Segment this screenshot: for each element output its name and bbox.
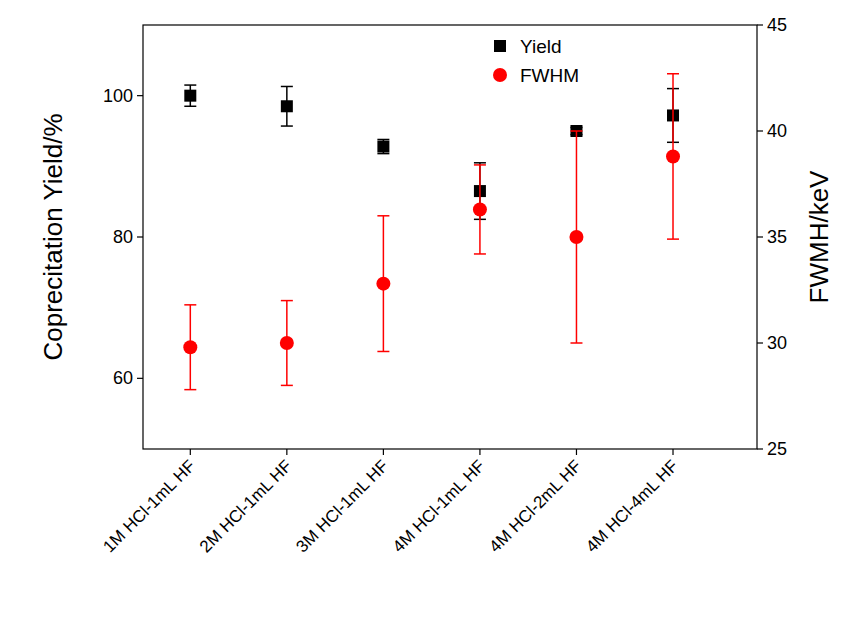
y-tick-label: 100 bbox=[103, 86, 133, 106]
error-cap bbox=[184, 389, 196, 391]
y2-tick-label: 25 bbox=[767, 439, 787, 459]
error-bar bbox=[281, 301, 293, 386]
error-cap bbox=[184, 84, 196, 86]
x-tick bbox=[190, 449, 191, 455]
point bbox=[377, 141, 389, 153]
x-tick bbox=[672, 449, 673, 455]
point bbox=[184, 90, 196, 102]
error-cap bbox=[570, 342, 582, 344]
x-tick-label: 4M HCl-4mL HF bbox=[582, 456, 682, 556]
legend-marker bbox=[493, 68, 507, 82]
chart: 60 80 100 25 30 35 40 45 1M HCl-1mL HF2M HCl-1mL… bbox=[0, 0, 865, 643]
point bbox=[666, 149, 680, 163]
x-tick-label: 4M HCl-2mL HF bbox=[485, 456, 585, 556]
error-cap bbox=[474, 164, 486, 166]
point bbox=[376, 277, 390, 291]
y-tick-label: 60 bbox=[113, 368, 133, 388]
x-tick bbox=[479, 449, 480, 455]
y2-tick bbox=[757, 448, 763, 449]
point bbox=[280, 336, 294, 350]
error-bar bbox=[281, 86, 293, 126]
error-bar bbox=[184, 85, 196, 106]
legend-label: FWHM bbox=[520, 65, 579, 86]
error-cap bbox=[281, 86, 293, 88]
y2-tick-label: 35 bbox=[767, 227, 787, 247]
point bbox=[281, 100, 293, 112]
series-1 bbox=[183, 74, 680, 390]
error-cap bbox=[570, 130, 582, 132]
x-tick bbox=[286, 449, 287, 455]
y2-tick-label: 40 bbox=[767, 121, 787, 141]
error-cap bbox=[474, 253, 486, 255]
y2-tick-label: 30 bbox=[767, 333, 787, 353]
error-bar bbox=[377, 139, 389, 153]
x-tick-label: 3M HCl-1mL HF bbox=[292, 456, 392, 556]
y-tick bbox=[137, 378, 143, 379]
error-cap bbox=[281, 300, 293, 302]
error-bar bbox=[667, 74, 679, 239]
y-tick bbox=[137, 95, 143, 96]
error-cap bbox=[377, 153, 389, 155]
marks bbox=[183, 74, 680, 390]
error-cap bbox=[281, 385, 293, 387]
error-cap bbox=[667, 73, 679, 75]
error-cap bbox=[184, 106, 196, 108]
x-tick-label: 4M HCl-1mL HF bbox=[389, 456, 489, 556]
error-bar bbox=[570, 131, 582, 343]
y2-tick bbox=[757, 130, 763, 131]
y2-tick bbox=[757, 236, 763, 237]
x-tick-label: 2M HCl-1mL HF bbox=[196, 456, 296, 556]
error-bar bbox=[474, 165, 486, 254]
error-cap bbox=[667, 238, 679, 240]
legend-label: Yield bbox=[520, 36, 562, 57]
legend-marker bbox=[494, 40, 506, 52]
y2-axis-label: FWMH/keV bbox=[804, 170, 834, 304]
series-0 bbox=[184, 85, 679, 219]
error-bar bbox=[184, 305, 196, 390]
point bbox=[183, 340, 197, 354]
error-cap bbox=[377, 215, 389, 217]
x-tick-label: 1M HCl-1mL HF bbox=[99, 456, 199, 556]
point bbox=[473, 202, 487, 216]
y-axis-label: Coprecitation Yield/% bbox=[38, 113, 68, 360]
y2-tick bbox=[757, 342, 763, 343]
error-cap bbox=[377, 351, 389, 353]
x-tick bbox=[576, 449, 577, 455]
y2-tick bbox=[757, 24, 763, 25]
y2-tick-label: 45 bbox=[767, 15, 787, 35]
error-cap bbox=[377, 139, 389, 141]
error-bar bbox=[377, 216, 389, 352]
error-cap bbox=[281, 125, 293, 127]
y-tick bbox=[137, 236, 143, 237]
x-tick bbox=[383, 449, 384, 455]
y-tick-label: 80 bbox=[113, 227, 133, 247]
plot-frame bbox=[143, 25, 757, 449]
error-cap bbox=[474, 162, 486, 164]
point bbox=[569, 230, 583, 244]
error-cap bbox=[184, 304, 196, 306]
legend: Yield FWHM bbox=[493, 36, 579, 86]
